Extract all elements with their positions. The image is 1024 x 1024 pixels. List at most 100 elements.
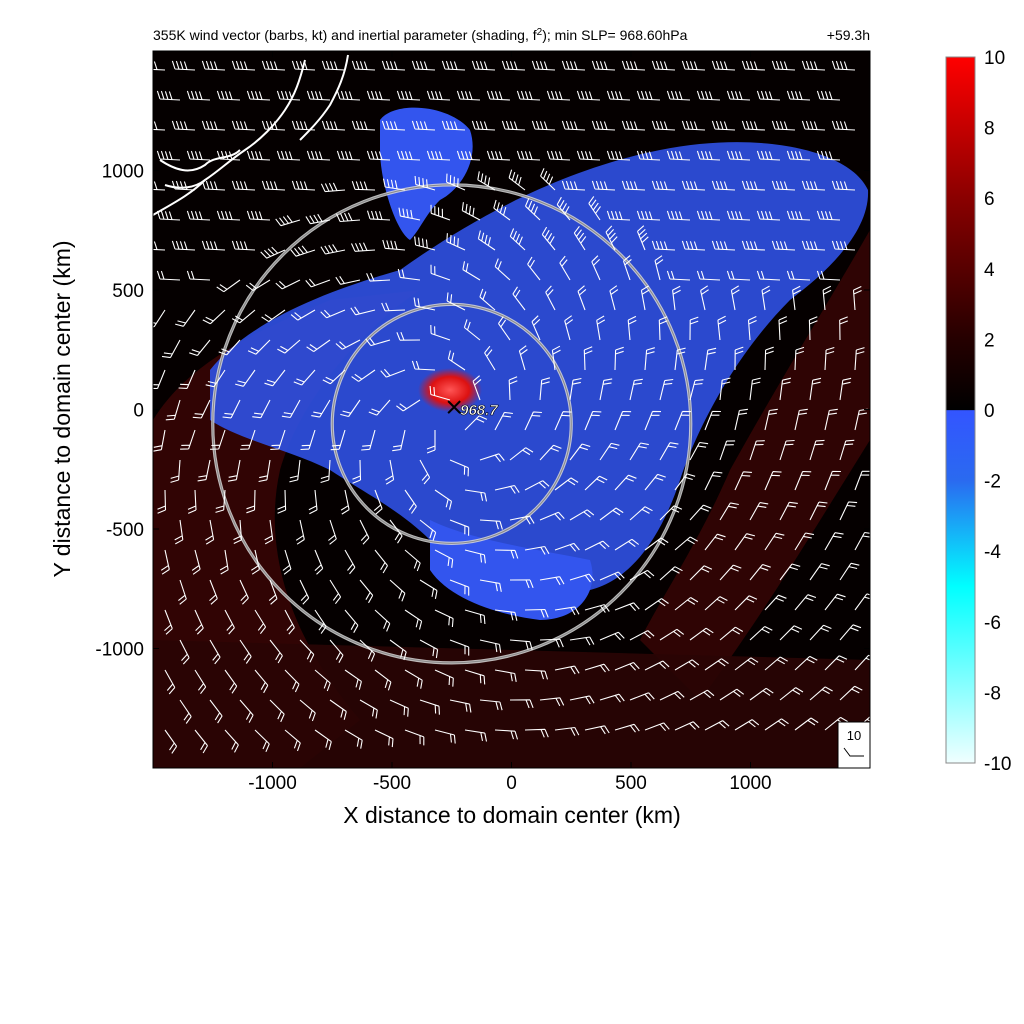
wind-barb (771, 60, 796, 71)
wind-barb (430, 204, 451, 221)
forecast-hour: +59.3h (827, 27, 870, 43)
wind-barb (719, 377, 731, 401)
wind-barb (689, 689, 715, 701)
wind-barb (434, 549, 454, 568)
wind-barb (381, 60, 406, 71)
wind-barb (268, 579, 278, 605)
wind-barb (599, 442, 620, 461)
wind-barb (305, 213, 331, 225)
wind-barb (374, 669, 392, 691)
wind-barb (494, 669, 517, 682)
wind-barb (539, 638, 564, 648)
wind-barb (749, 440, 765, 461)
wind-barb (524, 669, 549, 680)
wind-barb (464, 415, 488, 431)
wind-barb (261, 180, 286, 191)
wind-barb (260, 246, 286, 259)
wind-barb (599, 631, 625, 641)
wind-barb (366, 150, 391, 161)
wind-barb (494, 258, 511, 281)
wind-barb (179, 699, 192, 724)
wind-barb (434, 669, 454, 687)
wind-barb (197, 459, 211, 482)
wind-barb (734, 533, 756, 551)
wind-barb (486, 90, 511, 101)
wind-barb (794, 717, 819, 731)
wind-barb (446, 173, 466, 191)
wind-barb (583, 346, 593, 371)
colorbar-tick-label: -6 (984, 613, 1001, 634)
wind-barb (385, 459, 395, 485)
wind-barb (404, 609, 423, 630)
wind-barb (299, 639, 315, 663)
wind-barb (764, 408, 778, 431)
wind-barb (449, 639, 470, 656)
wind-barb (449, 579, 470, 596)
wind-barb (179, 639, 190, 665)
wind-barb (178, 369, 196, 389)
wind-barb (541, 226, 556, 251)
wind-barb (576, 150, 601, 161)
wind-barb (429, 385, 451, 401)
wind-barb (486, 150, 511, 161)
wind-barb (281, 399, 301, 419)
wind-barb (569, 695, 595, 705)
wind-barb (380, 368, 406, 378)
wind-barb (509, 515, 535, 525)
wind-barbs (153, 60, 870, 754)
colorbar-tick-label: -10 (984, 754, 1011, 775)
wind-barb (320, 459, 331, 484)
wind-barb (258, 459, 271, 483)
wind-barb (749, 687, 774, 701)
wind-barb (822, 285, 832, 311)
wind-barb (658, 316, 668, 341)
wind-barb (430, 324, 451, 341)
wind-barb (696, 150, 721, 161)
wind-barb (824, 470, 841, 491)
wind-barb (554, 606, 580, 616)
wind-barb (164, 729, 178, 754)
wind-barb (573, 225, 587, 251)
wind-barb (794, 655, 818, 671)
wind-barb (719, 440, 736, 461)
wind-barb (808, 316, 818, 341)
wind-barb (411, 120, 436, 131)
wind-barb (330, 429, 346, 451)
wind-barb (411, 360, 436, 371)
wind-barb (839, 501, 858, 521)
wind-barb (771, 240, 796, 251)
wind-barb (340, 489, 350, 515)
wind-barb (711, 240, 736, 251)
wind-barb (224, 669, 238, 694)
wind-barb (614, 410, 632, 431)
wind-barb (479, 639, 502, 653)
wind-barb (559, 255, 571, 281)
wind-barb (231, 240, 256, 251)
wind-barb (809, 377, 822, 401)
wind-barb (344, 669, 362, 690)
wind-barb (477, 230, 496, 251)
wind-barb (359, 579, 374, 604)
wind-barb (308, 489, 318, 515)
wind-barb (839, 439, 855, 461)
wind-barb (816, 270, 841, 281)
wind-barb (351, 60, 376, 71)
wind-barb (644, 537, 669, 551)
wind-barb (479, 288, 496, 311)
wind-barb (414, 175, 436, 191)
wind-barb (674, 536, 698, 551)
wind-barb (396, 399, 421, 412)
wind-barb (606, 90, 631, 101)
wind-barb (300, 429, 316, 451)
wind-barb (374, 609, 391, 632)
colorbar-tick-label: 4 (984, 260, 995, 281)
wind-barb (336, 150, 361, 161)
wind-barb (584, 475, 608, 491)
wind-barb (186, 270, 211, 281)
wind-barb (472, 375, 482, 401)
colorbar-tick-label: 10 (984, 48, 1005, 69)
wind-barb (629, 442, 649, 461)
wind-barb (576, 90, 601, 101)
wind-barb (306, 90, 331, 101)
wind-barb (839, 624, 862, 641)
